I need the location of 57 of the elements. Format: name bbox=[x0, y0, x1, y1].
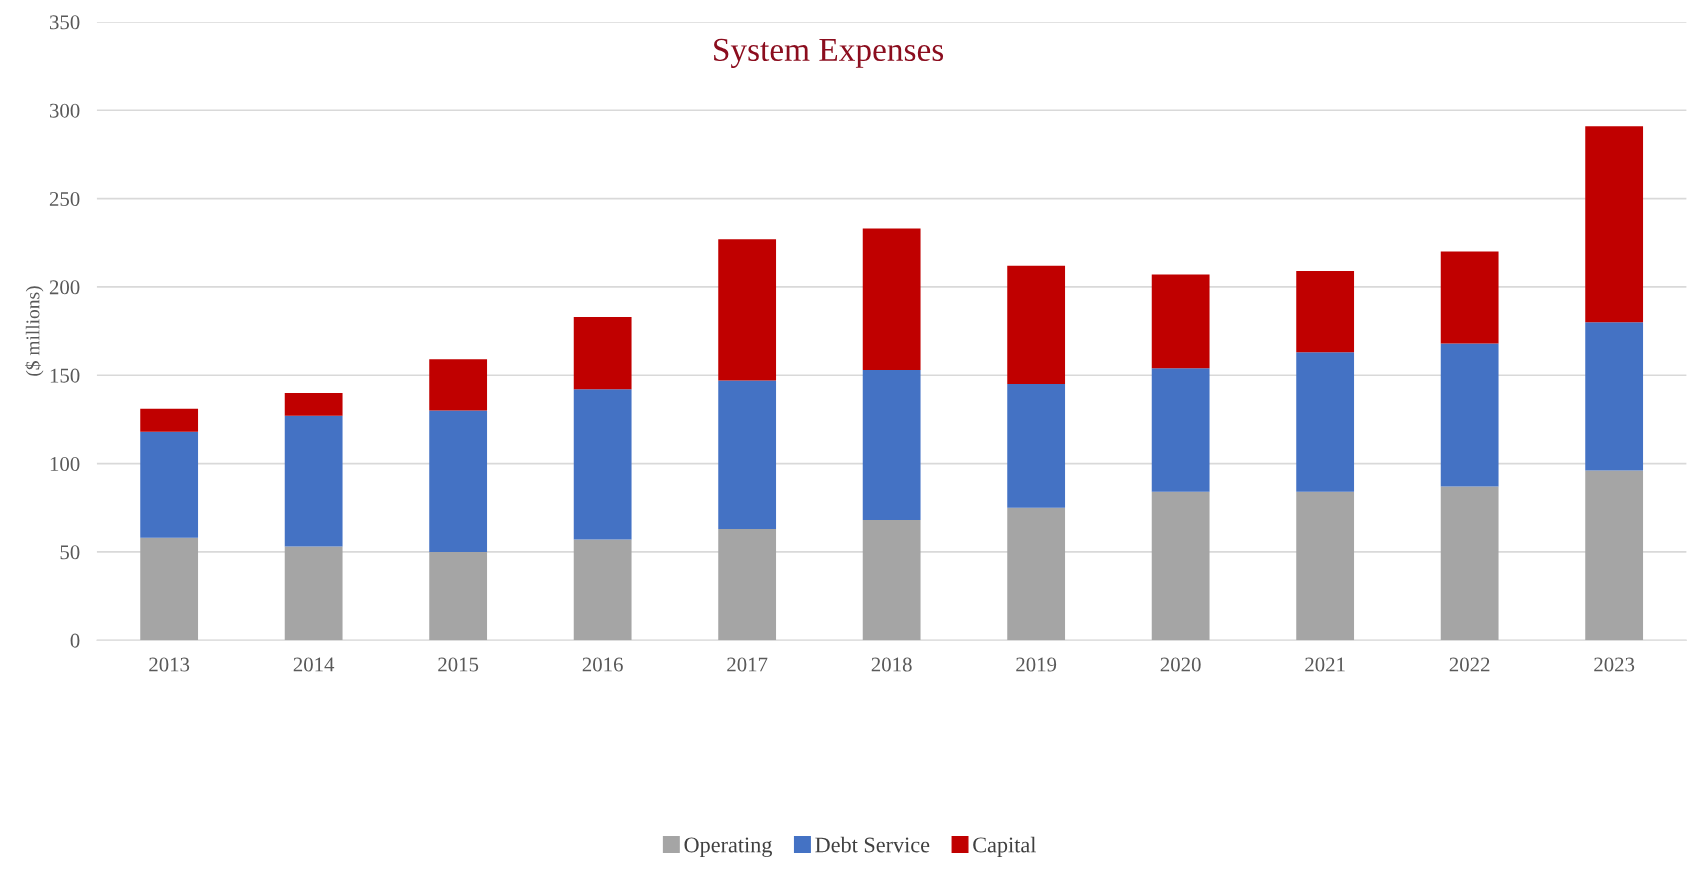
bar bbox=[1440, 251, 1499, 344]
bar bbox=[573, 316, 632, 390]
bar bbox=[429, 359, 488, 411]
bar bbox=[140, 431, 199, 538]
x-tick-label: 2017 bbox=[727, 657, 768, 672]
bar bbox=[429, 551, 488, 641]
chart-title: System Expenses bbox=[714, 38, 944, 68]
y-tick-label: 250 bbox=[49, 191, 80, 207]
bar bbox=[718, 380, 777, 529]
bar bbox=[1585, 322, 1644, 471]
y-tick-label: 200 bbox=[49, 280, 80, 295]
bar bbox=[284, 415, 343, 547]
bar bbox=[862, 520, 921, 641]
legend-label: Debt Service bbox=[815, 836, 930, 853]
bar bbox=[284, 392, 343, 416]
y-tick-label: 0 bbox=[70, 633, 80, 648]
bar bbox=[1296, 352, 1355, 492]
bar bbox=[862, 228, 921, 370]
bar bbox=[1585, 126, 1644, 323]
bar bbox=[718, 528, 777, 641]
bar bbox=[1296, 491, 1355, 641]
bar bbox=[573, 389, 632, 540]
y-tick-label: 300 bbox=[49, 103, 80, 118]
y-tick-label: 50 bbox=[60, 545, 80, 560]
bar bbox=[140, 408, 199, 432]
y-tick-label: 350 bbox=[49, 15, 80, 30]
bar bbox=[1151, 368, 1210, 492]
bar bbox=[140, 537, 199, 641]
bar bbox=[1151, 274, 1210, 369]
x-tick-label: 2019 bbox=[1016, 657, 1057, 672]
y-tick-label: 150 bbox=[50, 368, 80, 383]
x-tick-label: 2016 bbox=[582, 657, 623, 672]
x-tick-label: 2020 bbox=[1160, 657, 1201, 672]
bar bbox=[1007, 384, 1066, 508]
x-tick-label: 2022 bbox=[1449, 657, 1490, 672]
bar bbox=[1151, 491, 1210, 641]
y-axis-title: ($ millions) bbox=[25, 286, 44, 376]
y-tick-label: 100 bbox=[50, 456, 80, 471]
legend-label: Capital bbox=[973, 836, 1036, 857]
bar bbox=[1440, 343, 1499, 487]
bar bbox=[718, 239, 777, 381]
x-tick-label: 2018 bbox=[871, 657, 912, 672]
bar bbox=[1440, 486, 1499, 641]
x-tick-label: 2021 bbox=[1305, 657, 1345, 672]
bar bbox=[429, 410, 488, 552]
bar bbox=[573, 539, 632, 641]
bar bbox=[284, 546, 343, 641]
legend-label: Operating bbox=[684, 837, 772, 857]
bar bbox=[1007, 265, 1066, 385]
x-tick-label: 2023 bbox=[1594, 657, 1635, 672]
bar bbox=[1296, 271, 1355, 353]
x-tick-label: 2015 bbox=[438, 657, 479, 672]
bar bbox=[862, 369, 921, 521]
x-tick-label: 2013 bbox=[149, 657, 190, 672]
bar bbox=[1585, 470, 1644, 641]
x-tick-label: 2014 bbox=[293, 657, 335, 672]
bar bbox=[1007, 507, 1066, 641]
